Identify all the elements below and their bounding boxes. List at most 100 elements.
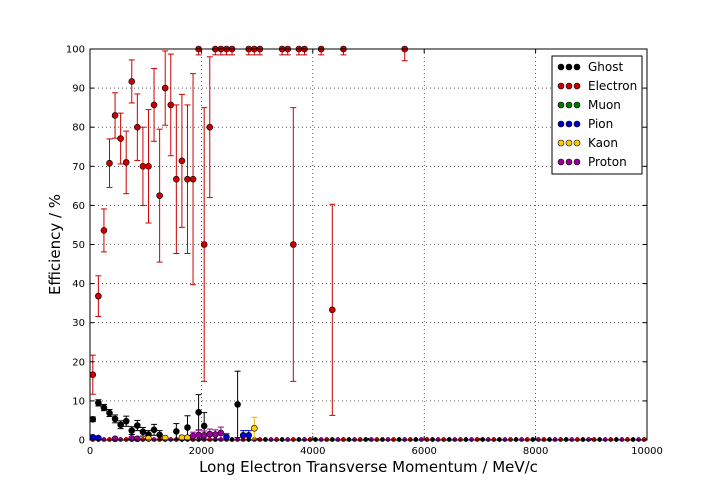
x-tick-label: 2000 [189, 446, 214, 457]
data-point [290, 241, 297, 248]
data-point [139, 163, 147, 170]
data-point [128, 78, 136, 85]
legend-marker [557, 63, 565, 71]
y-tick-label: 40 [72, 279, 85, 290]
legend-label: Muon [588, 98, 621, 112]
data-point [100, 404, 108, 411]
data-point [189, 175, 197, 183]
data-point [145, 435, 152, 442]
legend-marker [565, 158, 573, 166]
data-point [128, 435, 136, 442]
data-point [134, 435, 141, 443]
data-point [106, 159, 113, 167]
data-point [245, 432, 253, 439]
data-point [111, 435, 119, 443]
y-tick-label: 20 [72, 357, 85, 368]
data-point [184, 175, 191, 183]
data-point [328, 306, 336, 314]
y-tick-label: 90 [72, 84, 85, 95]
y-tick-label: 60 [72, 201, 85, 212]
data-marks [89, 45, 409, 443]
legend-marker [573, 120, 581, 128]
data-point [89, 415, 97, 423]
legend-label: Kaon [588, 136, 618, 150]
data-point [184, 424, 191, 431]
data-point [217, 429, 225, 437]
data-point [89, 371, 97, 379]
legend-marker [573, 139, 581, 147]
data-point [128, 427, 136, 434]
legend-marker [573, 82, 581, 90]
y-tick-label: 50 [72, 240, 85, 251]
data-point [95, 399, 102, 407]
x-tick-label: 0 [87, 446, 93, 457]
legend-marker [573, 101, 581, 109]
data-point [156, 192, 163, 199]
data-point [100, 227, 108, 234]
legend-marker [565, 139, 573, 147]
y-tick-label: 100 [66, 45, 85, 56]
legend-marker [557, 158, 565, 166]
legend-marker [557, 139, 565, 147]
data-point [178, 157, 186, 165]
legend: Ghost Electron Muon Pion Kaon Proton [551, 55, 643, 175]
data-point [239, 432, 247, 439]
x-tick-label: 6000 [411, 446, 436, 457]
data-point [139, 428, 147, 436]
data-point [195, 408, 202, 416]
data-point [89, 433, 97, 441]
data-point [173, 428, 180, 435]
data-point [206, 123, 214, 131]
legend-marker [565, 120, 573, 128]
data-point [111, 415, 119, 423]
y-axis-label: Efficiency / % [46, 194, 64, 295]
data-point [117, 135, 124, 142]
x-axis-label: Long Electron Transverse Momentum / MeV/… [199, 458, 538, 476]
data-point [206, 430, 214, 438]
series-kaon [145, 416, 258, 442]
data-point [150, 426, 158, 434]
data-point [106, 409, 113, 417]
legend-label: Proton [588, 155, 627, 169]
data-point [134, 123, 141, 131]
data-point [223, 433, 230, 441]
legend-marker [565, 101, 573, 109]
data-point [122, 417, 130, 425]
legend-label: Electron [588, 79, 637, 93]
data-point [200, 422, 208, 430]
legend-marker [557, 120, 565, 128]
x-tick-label: 10000 [631, 446, 663, 457]
x-tick-label: 4000 [300, 446, 325, 457]
data-point [251, 424, 258, 432]
data-point [122, 159, 130, 166]
data-point [150, 101, 158, 109]
data-point [195, 431, 202, 439]
data-point [156, 431, 163, 439]
legend-marker [557, 101, 565, 109]
data-point [117, 421, 124, 429]
data-point [212, 431, 219, 438]
data-point [161, 84, 169, 92]
legend-marker [573, 63, 581, 71]
legend-label: Ghost [588, 60, 623, 74]
data-point [173, 175, 180, 183]
y-tick-label: 0 [79, 436, 85, 447]
data-point [95, 292, 102, 300]
legend-marker [573, 158, 581, 166]
legend-label: Pion [588, 117, 613, 131]
y-tick-label: 70 [72, 162, 85, 173]
data-point [145, 163, 152, 170]
data-point [111, 112, 119, 119]
data-point [189, 432, 197, 440]
series-electron [89, 45, 409, 416]
y-tick-label: 10 [72, 396, 85, 407]
axis-ticks: 0 2000 4000 6000 8000 10000 0 10 20 30 40 50 60 70 80 9… [66, 45, 663, 458]
data-point [167, 101, 175, 109]
data-point [234, 401, 241, 408]
x-tick-label: 8000 [523, 446, 548, 457]
data-point [200, 432, 208, 439]
data-point [134, 422, 141, 429]
legend-box [551, 55, 643, 175]
legend-marker [565, 82, 573, 90]
legend-marker [557, 82, 565, 90]
